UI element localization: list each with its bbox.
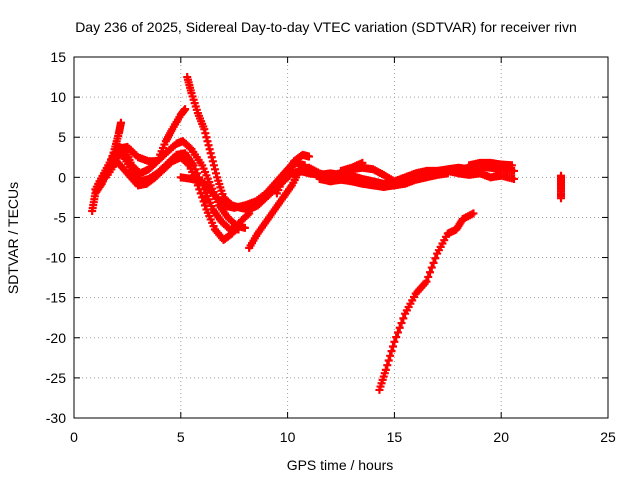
data-series-arc-9	[272, 150, 313, 198]
plot-area-frame	[73, 56, 609, 419]
data-point-marker	[392, 333, 401, 342]
y-tick-label: 0	[58, 169, 66, 185]
y-tick-label: -25	[46, 370, 66, 386]
data-point-marker	[397, 319, 406, 328]
grid-layer	[74, 57, 608, 418]
data-point-marker	[199, 197, 208, 206]
data-point-marker	[390, 337, 399, 346]
data-point-marker	[196, 189, 205, 198]
data-point-marker	[510, 174, 519, 183]
data-point-marker	[429, 258, 438, 267]
data-point-marker	[399, 314, 408, 323]
x-tick-labels: 0 5 10 15 20 25	[70, 429, 616, 445]
data-point-marker	[387, 347, 396, 356]
data-series-arc-12	[465, 158, 516, 170]
data-series-arc-5	[112, 105, 190, 166]
y-tick-label: -10	[46, 250, 66, 266]
x-tick-label: 0	[70, 429, 78, 445]
x-tick-label: 10	[280, 429, 296, 445]
data-series-arc-4	[102, 153, 254, 244]
data-point-marker	[195, 185, 204, 194]
data-point-marker	[393, 328, 402, 337]
data-series-arc-10	[315, 166, 519, 191]
data-point-marker	[388, 342, 397, 351]
data-series-arc-13	[375, 209, 478, 394]
data-point-marker	[381, 365, 390, 374]
x-tick-label: 20	[493, 429, 509, 445]
data-point-marker	[386, 351, 395, 360]
data-point-marker	[181, 105, 190, 114]
data-point-marker	[469, 209, 478, 218]
y-tick-label: -20	[46, 330, 66, 346]
x-tick-label: 5	[177, 429, 185, 445]
y-tick-label: 15	[50, 49, 66, 65]
tick-layer	[73, 56, 609, 419]
x-tick-label: 15	[387, 429, 403, 445]
data-series-arc-14	[557, 171, 566, 203]
data-point-marker	[186, 143, 195, 152]
data-layer	[88, 73, 566, 394]
data-point-marker	[507, 161, 516, 170]
x-tick-label: 25	[600, 429, 616, 445]
data-series-arc-11	[337, 158, 367, 175]
data-point-marker	[183, 159, 192, 168]
y-tick-label: 5	[58, 129, 66, 145]
data-point-marker	[427, 263, 436, 272]
data-point-marker	[424, 272, 433, 281]
data-point-marker	[431, 254, 440, 263]
data-point-marker	[358, 158, 367, 167]
data-point-marker	[384, 356, 393, 365]
data-point-marker	[240, 223, 249, 232]
y-tick-label: -5	[54, 209, 67, 225]
chart-title: Day 236 of 2025, Sidereal Day-to-day VTE…	[75, 19, 577, 35]
y-tick-labels: -30 -25 -20 -15 -10 -5 0 5 10 15	[46, 49, 66, 426]
data-point-marker	[116, 118, 125, 127]
data-series-arc-7	[183, 73, 452, 214]
y-axis-label: SDTVAR / TECUs	[5, 182, 21, 294]
data-point-marker	[198, 193, 207, 202]
data-point-marker	[201, 201, 210, 210]
data-point-marker	[426, 268, 434, 277]
y-tick-label: -15	[46, 290, 66, 306]
x-axis-label: GPS time / hours	[287, 457, 394, 473]
data-point-marker	[510, 166, 519, 175]
y-tick-label: 10	[50, 89, 66, 105]
data-point-marker	[304, 152, 313, 161]
data-point-marker	[557, 194, 566, 203]
data-point-marker	[422, 277, 431, 286]
y-tick-label: -30	[46, 410, 66, 426]
data-point-marker	[395, 323, 404, 332]
data-point-marker	[383, 361, 392, 370]
